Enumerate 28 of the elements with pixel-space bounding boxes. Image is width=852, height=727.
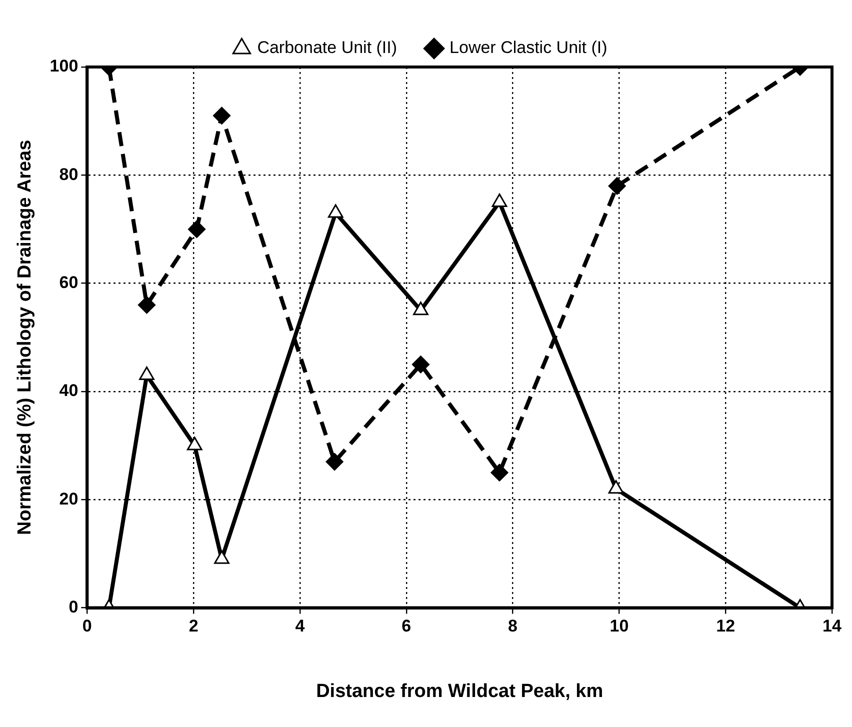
point: [413, 302, 428, 316]
x-tick-label: 14: [822, 616, 842, 636]
point: [213, 106, 231, 124]
x-tick-label: 8: [508, 616, 518, 636]
y-tick-label: 100: [50, 56, 78, 76]
point: [412, 356, 430, 374]
x-tick-label: 0: [82, 616, 92, 636]
point: [138, 296, 156, 314]
y-tick-label: 40: [59, 381, 78, 400]
point: [608, 480, 624, 494]
point: [139, 366, 154, 380]
y-axis-title: Normalized (%) Lithology of Drainage Areas: [14, 140, 36, 535]
y-tick-label: 60: [59, 273, 78, 292]
x-axis-title: Distance from Wildcat Peak, km: [316, 680, 604, 702]
point: [186, 436, 202, 450]
x-tick-label: 4: [295, 616, 306, 636]
x-tick-label: 12: [716, 616, 736, 636]
point: [608, 177, 626, 195]
point: [214, 550, 230, 564]
legend-label: Carbonate Unit (II): [257, 38, 398, 58]
x-tick-label: 2: [188, 616, 198, 636]
x-tick-label: 6: [402, 616, 412, 636]
x-tick-label: 10: [610, 616, 629, 636]
legend-label: Lower Clastic Unit (I): [450, 38, 608, 58]
y-tick-label: 0: [68, 597, 78, 616]
y-tick-label: 20: [59, 489, 78, 508]
y-tick-label: 80: [59, 164, 78, 184]
point: [188, 220, 206, 238]
